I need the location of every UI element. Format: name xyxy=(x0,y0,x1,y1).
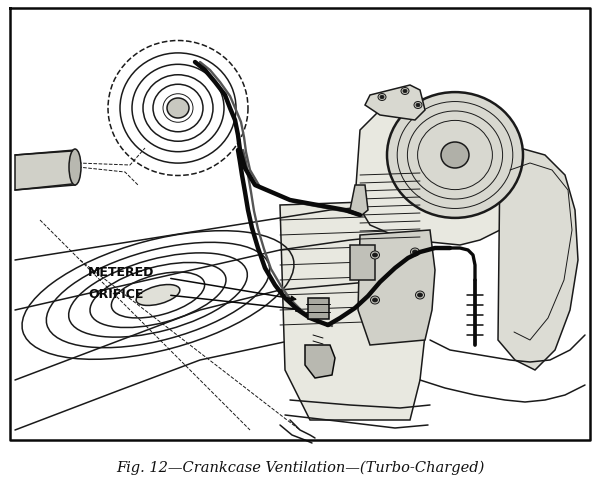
Ellipse shape xyxy=(371,251,380,259)
Ellipse shape xyxy=(373,253,377,257)
Ellipse shape xyxy=(413,250,418,254)
Polygon shape xyxy=(365,85,425,120)
Text: METERED: METERED xyxy=(88,265,154,278)
Polygon shape xyxy=(358,230,435,345)
Ellipse shape xyxy=(414,101,422,108)
Ellipse shape xyxy=(441,142,469,168)
Ellipse shape xyxy=(371,296,380,304)
Text: Fig. 12—Crankcase Ventilation—(Turbo-Charged): Fig. 12—Crankcase Ventilation—(Turbo-Cha… xyxy=(116,461,484,475)
Ellipse shape xyxy=(387,92,523,218)
Text: ORIFICE: ORIFICE xyxy=(88,288,143,302)
FancyBboxPatch shape xyxy=(350,245,375,280)
Polygon shape xyxy=(350,185,368,215)
Polygon shape xyxy=(280,200,430,420)
Polygon shape xyxy=(10,8,590,440)
Ellipse shape xyxy=(373,298,377,302)
Ellipse shape xyxy=(418,293,422,297)
Polygon shape xyxy=(15,150,75,190)
Ellipse shape xyxy=(136,285,180,306)
Ellipse shape xyxy=(69,149,81,185)
Polygon shape xyxy=(498,148,578,370)
Ellipse shape xyxy=(401,87,409,94)
Ellipse shape xyxy=(416,103,420,107)
Ellipse shape xyxy=(378,93,386,100)
Ellipse shape xyxy=(167,98,189,118)
FancyBboxPatch shape xyxy=(308,298,329,319)
Ellipse shape xyxy=(380,95,384,99)
Ellipse shape xyxy=(415,291,425,299)
Polygon shape xyxy=(305,345,335,378)
Polygon shape xyxy=(355,98,510,245)
Ellipse shape xyxy=(403,89,407,93)
Ellipse shape xyxy=(410,248,419,256)
